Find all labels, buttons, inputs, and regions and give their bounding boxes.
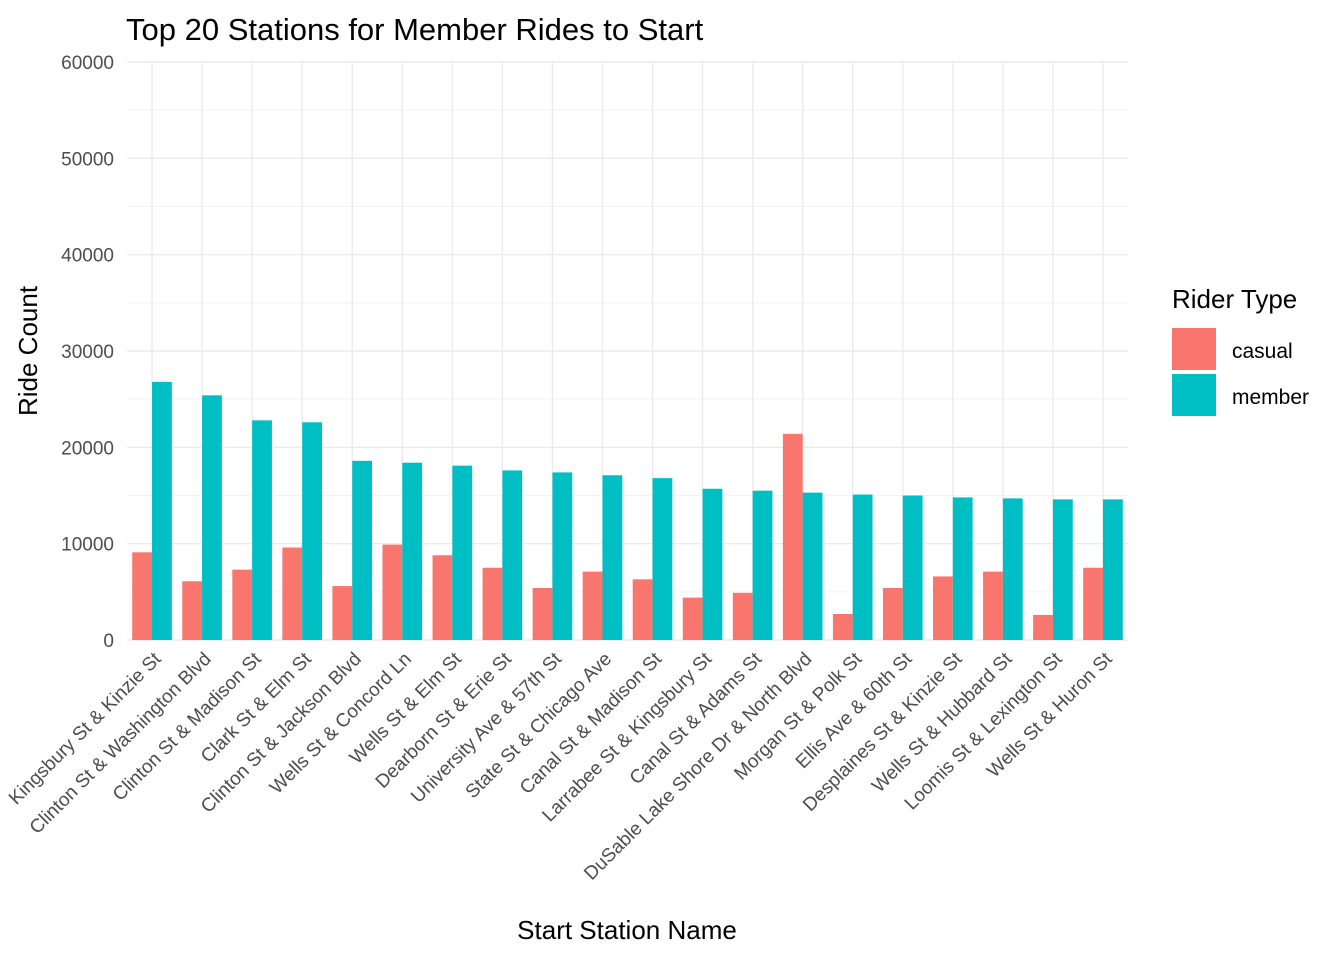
- y-tick-label: 20000: [61, 438, 114, 459]
- bar-member: [552, 472, 573, 640]
- bar-member: [602, 475, 623, 640]
- bar-casual: [682, 597, 703, 640]
- bar-member: [902, 495, 923, 640]
- bar-casual: [432, 555, 453, 640]
- bar-casual: [782, 433, 803, 640]
- bar-member: [502, 470, 523, 640]
- bar-member: [802, 492, 823, 640]
- bar-casual: [933, 576, 953, 640]
- bar-member: [302, 422, 322, 640]
- bar-member: [152, 381, 172, 640]
- bar-member: [452, 465, 473, 640]
- bar-member: [652, 478, 673, 640]
- bar-casual: [1033, 614, 1053, 640]
- bar-member: [1002, 498, 1023, 640]
- grid-lines: [127, 61, 1128, 641]
- bar-casual: [882, 587, 903, 640]
- legend-title: Rider Type: [1172, 284, 1297, 314]
- x-axis-title: Start Station Name: [517, 915, 737, 945]
- x-tick-label: Clinton St & Washington Blvd: [26, 649, 216, 839]
- legend-key-member: [1172, 374, 1216, 416]
- bar-member: [952, 497, 973, 640]
- legend: Rider Type casual member: [1172, 284, 1309, 416]
- bar-casual: [532, 587, 553, 640]
- bar-member: [252, 420, 272, 640]
- bar-casual: [332, 586, 353, 640]
- y-axis-title: Ride Count: [13, 285, 43, 416]
- bar-casual: [282, 547, 303, 640]
- y-tick-label: 30000: [61, 342, 114, 363]
- bar-casual: [732, 592, 753, 640]
- bar-member: [352, 460, 373, 640]
- bars: [132, 381, 1123, 640]
- bar-casual: [832, 613, 853, 640]
- bar-member: [1102, 499, 1123, 640]
- y-axis-ticks: 0 10000 20000 30000 40000 50000 60000: [61, 53, 114, 652]
- y-tick-label: 60000: [61, 53, 114, 74]
- bar-member: [202, 395, 222, 640]
- bar-casual: [1083, 567, 1103, 640]
- bar-member: [752, 490, 773, 640]
- bar-casual: [132, 552, 153, 640]
- bar-member: [702, 488, 723, 640]
- bar-member: [852, 494, 873, 640]
- chart-title: Top 20 Stations for Member Rides to Star…: [126, 12, 704, 47]
- bar-casual: [232, 569, 253, 640]
- legend-key-casual: [1172, 328, 1216, 370]
- legend-label-member: member: [1232, 386, 1309, 409]
- bar-casual: [983, 571, 1003, 640]
- y-tick-label: 10000: [61, 535, 114, 556]
- bar-casual: [632, 579, 653, 640]
- bar-casual: [482, 567, 503, 640]
- y-tick-label: 40000: [61, 246, 114, 267]
- legend-label-casual: casual: [1232, 340, 1293, 363]
- bar-casual: [182, 581, 203, 640]
- bar-casual: [382, 544, 403, 640]
- bar-casual: [582, 571, 603, 640]
- y-tick-label: 0: [103, 631, 114, 652]
- y-tick-label: 50000: [61, 149, 114, 170]
- bar-member: [1052, 499, 1073, 640]
- bar-member: [402, 462, 423, 640]
- legend-items: casual member: [1172, 328, 1309, 416]
